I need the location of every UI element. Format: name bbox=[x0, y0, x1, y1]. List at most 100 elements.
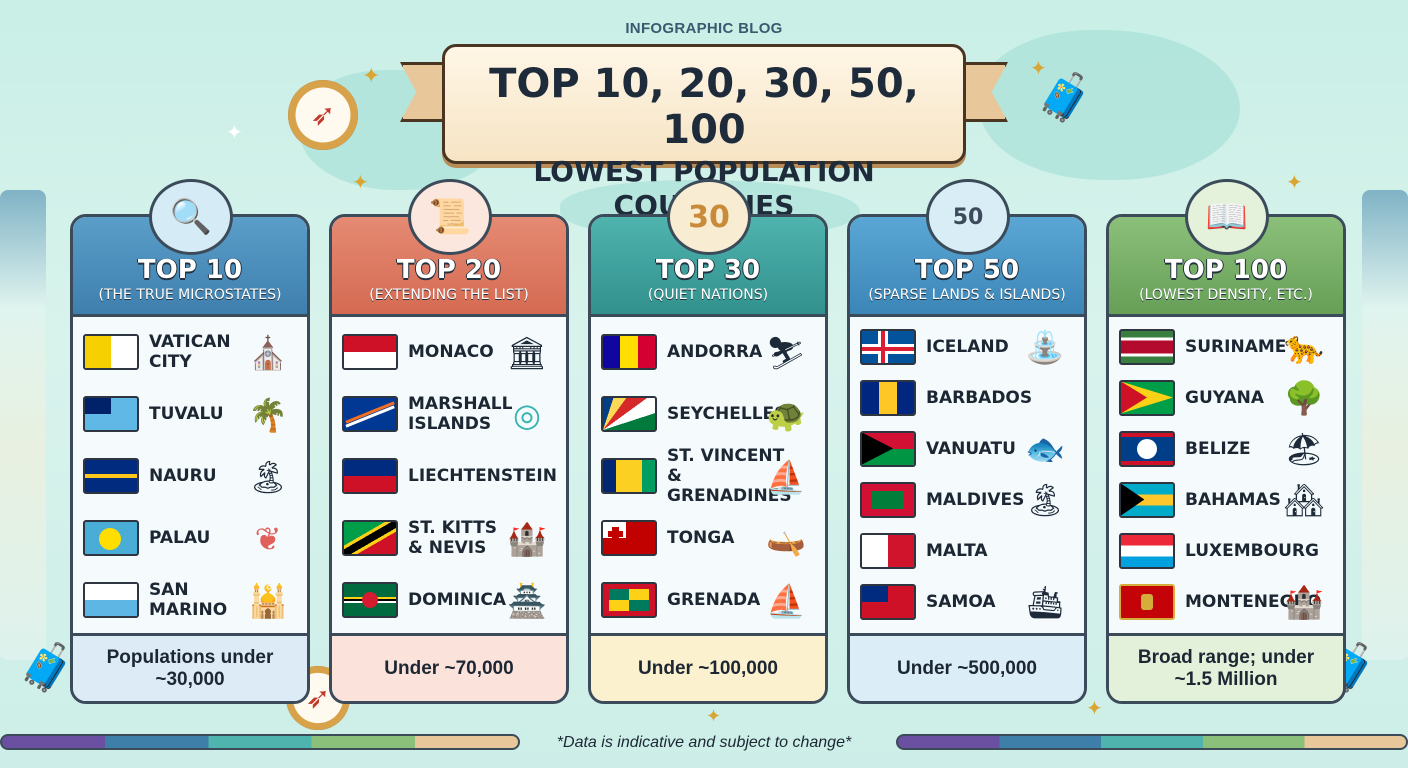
geyser-icon: ⛲ bbox=[1025, 329, 1065, 365]
vatican-flag bbox=[83, 334, 139, 370]
country-name: MONTENEGRO bbox=[1185, 591, 1322, 612]
houses-icon: 🏘 bbox=[1283, 482, 1325, 518]
country-name: ANDORRA bbox=[667, 342, 763, 362]
traveler-couple-icon: 🧳 bbox=[1036, 71, 1094, 123]
casino-icon: 🏛 bbox=[506, 335, 548, 371]
card-subtitle: (LOWEST DENSITY, ETC.) bbox=[1139, 287, 1313, 303]
list-item: MONACO 🏛 bbox=[342, 321, 556, 383]
country-name: VATICAN CITY bbox=[149, 332, 231, 372]
card-footer: Under ~500,000 bbox=[850, 633, 1084, 701]
coral-icon: ❦ bbox=[254, 521, 282, 557]
sparkle-icon: ✦ bbox=[1286, 170, 1303, 194]
list-item: ICELAND ⛲ bbox=[860, 321, 1074, 372]
book-icon: 📖 bbox=[1185, 179, 1269, 255]
card-header: TOP 20 (EXTENDING THE LIST) bbox=[332, 217, 566, 317]
sailboat-icon: ⛵ bbox=[766, 459, 806, 495]
st-vincent-flag bbox=[601, 458, 657, 494]
title-banner: TOP 10, 20, 30, 50, 100 LOWEST POPULATIO… bbox=[442, 44, 966, 222]
seychelles-flag bbox=[601, 396, 657, 432]
country-name: VANUATU bbox=[926, 438, 1016, 459]
scroll-icon: 📜 bbox=[408, 179, 492, 255]
card-title: TOP 20 bbox=[396, 255, 502, 285]
page-title: TOP 10, 20, 30, 50, 100 bbox=[489, 61, 919, 153]
list-item: MARSHALL ISLANDS ◎ bbox=[342, 383, 556, 445]
skier-icon: ⛷ bbox=[765, 335, 807, 371]
card-footer: Populations under ~30,000 bbox=[73, 633, 307, 701]
dominica-flag bbox=[342, 582, 398, 618]
top-20-card: 📜 TOP 20 (EXTENDING THE LIST) MONACO 🏛 M… bbox=[329, 179, 569, 704]
list-item: SURINAME 🐆 bbox=[1119, 321, 1333, 372]
country-name: MALDIVES bbox=[926, 489, 1025, 510]
country-name: SURINAME bbox=[1185, 336, 1287, 357]
palm-island-icon: 🌴 bbox=[248, 397, 288, 433]
maldives-flag bbox=[860, 481, 916, 518]
country-name: GRENADA bbox=[667, 590, 761, 610]
world-map-shape bbox=[980, 30, 1240, 180]
list-item: VANUATU 🐟 bbox=[860, 423, 1074, 474]
tonga-flag bbox=[601, 520, 657, 556]
card-title: TOP 100 bbox=[1164, 255, 1288, 285]
list-item: LIECHTENSTEIN bbox=[342, 445, 557, 507]
list-item: ST. KITTS & NEVIS 🏰 bbox=[342, 507, 556, 569]
list-item: ANDORRA ⛷ bbox=[601, 321, 815, 383]
suriname-flag bbox=[1119, 328, 1175, 365]
list-item: MONTENEGRO 🏰 bbox=[1119, 576, 1333, 627]
monaco-flag bbox=[342, 334, 398, 370]
samoa-flag bbox=[860, 583, 916, 620]
list-item: LUXEMBOURG bbox=[1119, 525, 1333, 576]
island-icon: 🏝 bbox=[1024, 482, 1066, 518]
jungle-icon: 🌳 bbox=[1284, 380, 1324, 416]
guyana-flag bbox=[1119, 379, 1175, 416]
card-subtitle: (THE TRUE MICROSTATES) bbox=[98, 287, 282, 303]
country-name: MONACO bbox=[408, 342, 494, 362]
country-name: ST. VINCENT & GRENADINES bbox=[667, 446, 792, 506]
list-item: SAN MARINO 🕌 bbox=[83, 569, 297, 631]
card-subtitle: (QUIET NATIONS) bbox=[647, 287, 769, 303]
number-50-icon: 50 bbox=[926, 179, 1010, 255]
left-edge-strip bbox=[0, 190, 46, 660]
tuvalu-flag bbox=[83, 396, 139, 432]
grenada-flag bbox=[601, 582, 657, 618]
palau-flag bbox=[83, 520, 139, 556]
footnote: *Data is indicative and subject to chang… bbox=[556, 734, 852, 751]
andorra-flag bbox=[601, 334, 657, 370]
top-30-card: 30 TOP 30 (QUIET NATIONS) ANDORRA ⛷ SEYC… bbox=[588, 179, 828, 704]
country-name: BELIZE bbox=[1185, 438, 1251, 459]
list-item: SEYCHELLES 🐢 bbox=[601, 383, 815, 445]
blog-label: INFOGRAPHIC BLOG bbox=[625, 20, 783, 37]
sparkle-icon: ✦ bbox=[226, 120, 243, 144]
sparkle-icon: ✦ bbox=[362, 64, 381, 89]
card-subtitle: (EXTENDING THE LIST) bbox=[369, 287, 529, 303]
list-item: BELIZE 🏖 bbox=[1119, 423, 1333, 474]
country-name: NAURU bbox=[149, 466, 217, 486]
ferry-icon: 🛳 bbox=[1024, 584, 1066, 620]
card-footer: Broad range; under ~1.5 Million bbox=[1109, 633, 1343, 701]
montenegro-flag bbox=[1119, 583, 1175, 620]
country-name: BARBADOS bbox=[926, 387, 1033, 408]
card-title: TOP 50 bbox=[914, 255, 1020, 285]
country-name: SEYCHELLES bbox=[667, 404, 787, 424]
list-item: GUYANA 🌳 bbox=[1119, 372, 1333, 423]
country-name: ST. KITTS & NEVIS bbox=[408, 518, 497, 558]
list-item: TONGA 🛶 bbox=[601, 507, 815, 569]
top-10-card: 🔍 TOP 10 (THE TRUE MICROSTATES) VATICAN … bbox=[70, 179, 310, 704]
atoll-icon: ◎ bbox=[513, 397, 541, 433]
vanuatu-flag bbox=[860, 430, 916, 467]
list-item: SAMOA 🛳 bbox=[860, 576, 1074, 627]
card-title: TOP 10 bbox=[137, 255, 243, 285]
sparkle-icon: ✦ bbox=[1030, 56, 1047, 80]
globe-magnifier-icon: 🔍 bbox=[149, 179, 233, 255]
card-footer: Under ~70,000 bbox=[332, 633, 566, 701]
sparkle-icon: ✦ bbox=[1086, 696, 1103, 720]
castle-icon: 🏯 bbox=[507, 583, 547, 619]
country-name: MARSHALL ISLANDS bbox=[408, 394, 513, 434]
marshall-islands-flag bbox=[342, 396, 398, 432]
country-name: SAMOA bbox=[926, 591, 996, 612]
malta-flag bbox=[860, 532, 916, 569]
right-edge-strip bbox=[1362, 190, 1408, 660]
card-subtitle: (SPARSE LANDS & ISLANDS) bbox=[868, 287, 1066, 303]
list-item: GRENADA ⛵ bbox=[601, 569, 815, 631]
sparkle-icon: ✦ bbox=[352, 170, 369, 194]
fortress-icon: 🏰 bbox=[507, 521, 547, 557]
country-name: ICELAND bbox=[926, 336, 1009, 357]
